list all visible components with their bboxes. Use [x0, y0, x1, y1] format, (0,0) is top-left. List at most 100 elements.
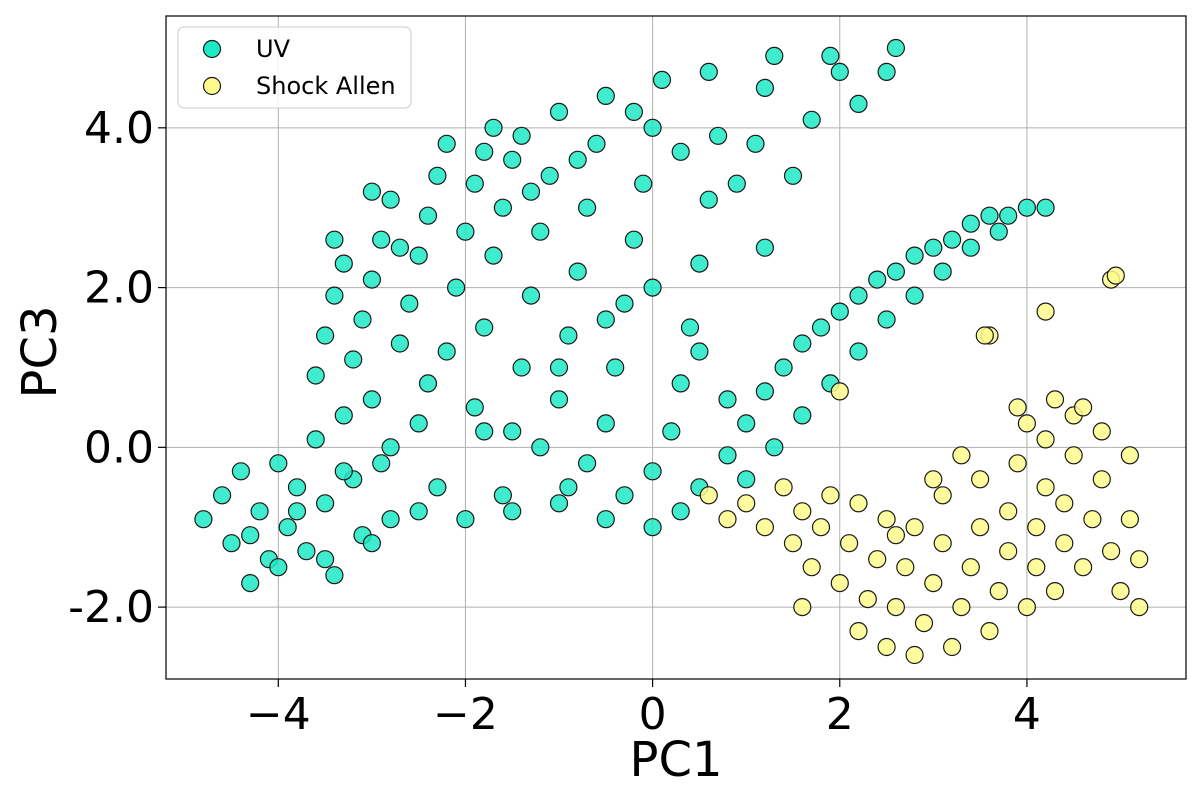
- data-point: [475, 422, 494, 441]
- data-point: [643, 118, 662, 137]
- data-point: [306, 366, 325, 385]
- grid-lines: [166, 16, 1186, 679]
- x-tick-label: 0: [639, 689, 667, 740]
- data-point: [596, 414, 615, 433]
- data-point: [362, 534, 381, 553]
- data-point: [914, 613, 934, 633]
- x-tick-label: −2: [433, 689, 498, 740]
- data-point: [1008, 398, 1027, 417]
- data-point: [1045, 390, 1065, 409]
- data-point: [952, 597, 971, 617]
- data-point: [652, 70, 672, 90]
- data-point: [933, 486, 952, 505]
- data-point: [596, 510, 615, 529]
- y-tick-label: 4.0: [84, 103, 154, 154]
- data-point: [989, 222, 1008, 241]
- data-point: [1106, 266, 1125, 285]
- data-point: [793, 406, 812, 425]
- data-point: [334, 254, 353, 273]
- data-point: [975, 326, 994, 345]
- data-point: [362, 182, 381, 201]
- data-point: [821, 46, 840, 66]
- data-point: [1036, 302, 1055, 321]
- data-point: [1111, 581, 1130, 601]
- data-point: [877, 510, 896, 529]
- data-point: [774, 478, 793, 497]
- y-axis-title: PC3: [12, 306, 68, 399]
- data-point: [428, 478, 447, 497]
- data-point: [905, 286, 924, 305]
- data-point: [849, 494, 868, 513]
- data-point: [456, 222, 475, 241]
- data-point: [278, 518, 297, 537]
- data-point: [961, 214, 980, 233]
- data-point: [512, 358, 531, 377]
- data-point: [381, 510, 400, 529]
- data-point: [830, 382, 849, 401]
- data-point: [213, 486, 232, 505]
- data-point: [577, 198, 597, 217]
- data-point: [905, 246, 924, 265]
- data-point: [662, 422, 681, 441]
- data-point: [737, 414, 756, 433]
- data-point: [1027, 518, 1046, 537]
- data-point: [671, 502, 690, 521]
- data-point: [577, 454, 597, 473]
- data-point: [811, 518, 831, 537]
- data-point: [634, 174, 653, 193]
- data-point: [325, 230, 344, 249]
- x-axis-title: PC1: [630, 732, 723, 788]
- data-point: [643, 462, 662, 481]
- data-point: [924, 238, 943, 257]
- data-point: [774, 358, 793, 377]
- data-point: [1055, 534, 1074, 553]
- data-point: [325, 566, 344, 585]
- data-point: [1036, 430, 1055, 449]
- data-point: [924, 573, 943, 593]
- data-point: [250, 502, 269, 521]
- legend-label-shock-allen: Shock Allen: [256, 72, 396, 100]
- data-point: [690, 342, 709, 361]
- data-point: [549, 390, 569, 409]
- data-point: [886, 262, 906, 281]
- data-point: [1073, 398, 1093, 417]
- data-point: [746, 134, 765, 153]
- data-point: [999, 542, 1018, 561]
- data-point: [755, 382, 775, 401]
- data-point: [1101, 542, 1121, 561]
- data-point: [1017, 198, 1037, 217]
- data-point: [708, 126, 728, 145]
- series-0: [194, 38, 1055, 593]
- data-point: [896, 558, 915, 577]
- data-point: [849, 94, 868, 114]
- data-point: [783, 534, 803, 553]
- data-point: [269, 454, 288, 473]
- data-point: [849, 286, 868, 305]
- data-point: [830, 302, 849, 321]
- data-point: [905, 518, 924, 537]
- data-point: [961, 238, 980, 257]
- data-point: [1036, 198, 1055, 217]
- data-point: [325, 286, 344, 305]
- data-point: [970, 470, 990, 489]
- data-point: [980, 621, 999, 641]
- data-point: [531, 438, 550, 457]
- data-point: [540, 166, 559, 185]
- data-point: [924, 470, 943, 489]
- data-point: [980, 206, 999, 225]
- data-point: [699, 190, 718, 209]
- data-point: [942, 637, 962, 657]
- data-point: [680, 318, 700, 337]
- data-point: [624, 230, 644, 249]
- data-point: [606, 358, 625, 377]
- data-point: [905, 645, 924, 665]
- data-point: [886, 38, 906, 58]
- data-point: [690, 254, 709, 273]
- data-point: [418, 374, 438, 393]
- data-point: [390, 238, 409, 257]
- data-point: [316, 494, 335, 513]
- series-1: [699, 266, 1149, 665]
- data-point: [447, 278, 466, 297]
- data-point: [933, 534, 952, 553]
- data-point: [737, 470, 756, 489]
